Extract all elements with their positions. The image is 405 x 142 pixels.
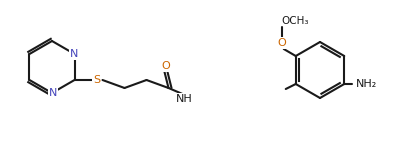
Text: O: O xyxy=(277,38,286,48)
Text: OCH₃: OCH₃ xyxy=(281,16,309,26)
Text: NH₂: NH₂ xyxy=(355,79,377,89)
Text: N: N xyxy=(49,88,57,98)
Text: S: S xyxy=(93,75,100,85)
Text: O: O xyxy=(161,61,169,71)
Text: NH: NH xyxy=(176,94,192,104)
Text: N: N xyxy=(70,49,79,59)
